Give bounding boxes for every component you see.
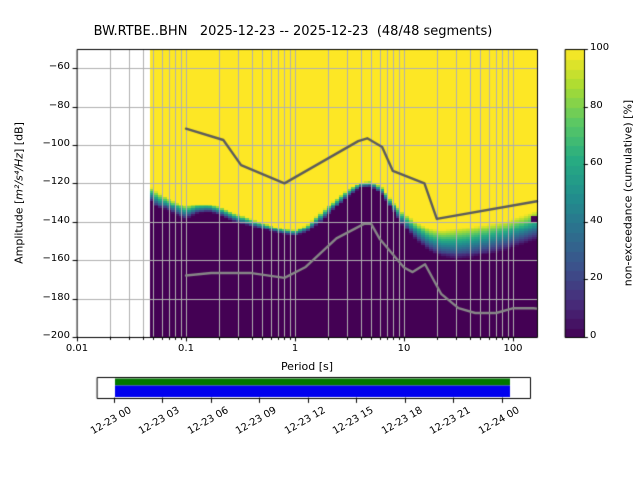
colorbar-label: non-exceedance (cumulative) [%] (621, 99, 635, 287)
x-tick-label: 10 (397, 343, 411, 354)
y-tick-label: −160 (42, 253, 70, 265)
y-axis-label-prefix: Amplitude [ (12, 199, 26, 264)
colorbar-tick-label: 100 (590, 42, 610, 53)
x-tick-label: 0.1 (178, 343, 194, 354)
y-tick-label: −140 (42, 214, 70, 226)
colorbar-tick-label: 40 (590, 214, 603, 226)
colorbar-tick-label: 80 (590, 99, 603, 111)
x-tick-label: 0.01 (65, 343, 89, 354)
y-tick-label: −180 (42, 291, 70, 303)
y-axis-label-suffix: ] [dB] (12, 122, 26, 153)
x-tick-label: 100 (503, 343, 523, 354)
y-tick-label: −60 (48, 61, 70, 73)
y-tick-label: −80 (48, 99, 70, 111)
y-tick-label: −100 (42, 138, 70, 149)
x-tick-label: 1 (291, 343, 299, 354)
y-tick-label: −120 (42, 176, 70, 188)
colorbar-tick-label: 60 (590, 157, 603, 169)
colorbar-tick-label: 0 (590, 330, 597, 341)
x-axis-label: Period [s] (280, 360, 334, 373)
colorbar-tick-label: 20 (590, 272, 603, 284)
figure-title: BW.RTBE..BHN 2025-12-23 -- 2025-12-23 (4… (93, 24, 493, 39)
y-axis-label: Amplitude [m²/s⁴/Hz] [dB] (13, 122, 26, 264)
y-tick-label: −200 (42, 330, 70, 341)
y-axis-label-units: m²/s⁴/Hz (12, 153, 26, 200)
